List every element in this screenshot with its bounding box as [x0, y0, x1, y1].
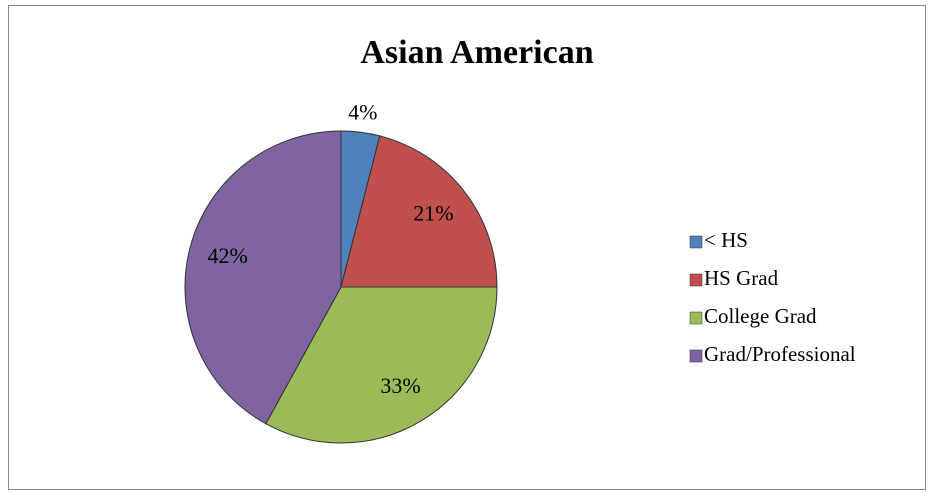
legend-label: HS Grad — [704, 266, 779, 290]
legend-swatch — [689, 311, 703, 325]
legend-label: Grad/Professional — [704, 342, 856, 366]
pie-slice — [265, 286, 498, 444]
value-label: 42% — [208, 243, 248, 268]
legend-swatch — [689, 235, 703, 249]
pie-slice — [184, 130, 342, 425]
legend-label: < HS — [704, 228, 748, 252]
legend-swatch — [689, 273, 703, 287]
pie-slice — [340, 135, 498, 288]
value-label: 33% — [380, 373, 420, 398]
legend-label: College Grad — [704, 304, 817, 328]
value-label: 4% — [348, 99, 377, 124]
legend-swatch — [689, 349, 703, 363]
value-label: 21% — [413, 200, 453, 225]
chart-title: Asian American — [360, 34, 593, 71]
